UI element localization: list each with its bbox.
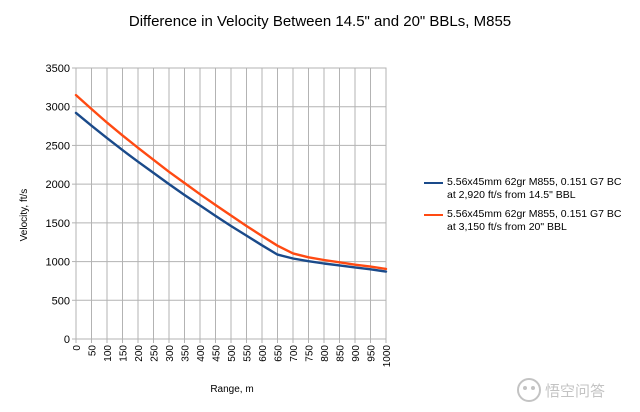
x-tick-label: 700 bbox=[289, 345, 300, 362]
chart-title: Difference in Velocity Between 14.5" and… bbox=[128, 13, 512, 30]
x-tick-label: 200 bbox=[134, 345, 145, 362]
y-tick-label: 1500 bbox=[46, 218, 70, 230]
x-axis-label: Range, m bbox=[210, 384, 253, 395]
legend-label: 5.56x45mm 62gr M855, 0.151 G7 BC at 3,15… bbox=[447, 208, 622, 233]
x-tick-label: 300 bbox=[165, 345, 176, 362]
x-tick-label: 0 bbox=[72, 345, 83, 351]
series-layer bbox=[74, 93, 388, 273]
wukong-logo-icon: 悟空问答 bbox=[517, 378, 605, 402]
legend-swatch bbox=[424, 214, 443, 216]
x-tick-label: 850 bbox=[336, 345, 347, 362]
x-tick-label: 1000 bbox=[382, 345, 393, 368]
x-tick-label: 900 bbox=[351, 345, 362, 362]
x-tick-label: 100 bbox=[103, 345, 114, 362]
watermark: 悟空问答 bbox=[515, 375, 635, 405]
legend-item: 5.56x45mm 62gr M855, 0.151 G7 BC at 3,15… bbox=[424, 208, 636, 240]
x-tick-label: 50 bbox=[88, 345, 99, 357]
x-tick-label: 400 bbox=[196, 345, 207, 362]
legend-item: 5.56x45mm 62gr M855, 0.151 G7 BC at 2,92… bbox=[424, 176, 636, 208]
y-tick-label: 2500 bbox=[46, 140, 70, 152]
x-tick-label: 650 bbox=[274, 345, 285, 362]
legend-swatch bbox=[424, 182, 443, 184]
series-line bbox=[74, 93, 388, 271]
x-tick-label: 950 bbox=[367, 345, 378, 362]
x-tick-label: 750 bbox=[305, 345, 316, 362]
watermark-text: 悟空问答 bbox=[545, 382, 605, 400]
ticks-layer: 0 500 1000 1500 2000 2500 3000 3500 0 50 100 150 200… bbox=[46, 63, 393, 367]
x-tick-label: 550 bbox=[243, 345, 254, 362]
y-tick-label: 1000 bbox=[46, 257, 70, 269]
y-tick-label: 2000 bbox=[46, 179, 70, 191]
y-tick-label: 3000 bbox=[46, 102, 70, 114]
y-tick-label: 0 bbox=[64, 334, 70, 346]
grid-layer bbox=[72, 67, 387, 343]
x-tick-label: 450 bbox=[212, 345, 223, 362]
legend: 5.56x45mm 62gr M855, 0.151 G7 BC at 2,92… bbox=[424, 176, 636, 240]
x-tick-label: 800 bbox=[320, 345, 331, 362]
y-tick-label: 3500 bbox=[46, 63, 70, 75]
series-line bbox=[74, 111, 388, 273]
x-tick-label: 150 bbox=[119, 345, 130, 362]
x-tick-label: 250 bbox=[150, 345, 161, 362]
y-axis-label: Velocity, ft/s bbox=[19, 189, 30, 242]
y-tick-label: 500 bbox=[52, 295, 70, 307]
x-tick-label: 500 bbox=[227, 345, 238, 362]
x-tick-label: 350 bbox=[181, 345, 192, 362]
x-tick-label: 600 bbox=[258, 345, 269, 362]
legend-label: 5.56x45mm 62gr M855, 0.151 G7 BC at 2,92… bbox=[447, 176, 622, 201]
